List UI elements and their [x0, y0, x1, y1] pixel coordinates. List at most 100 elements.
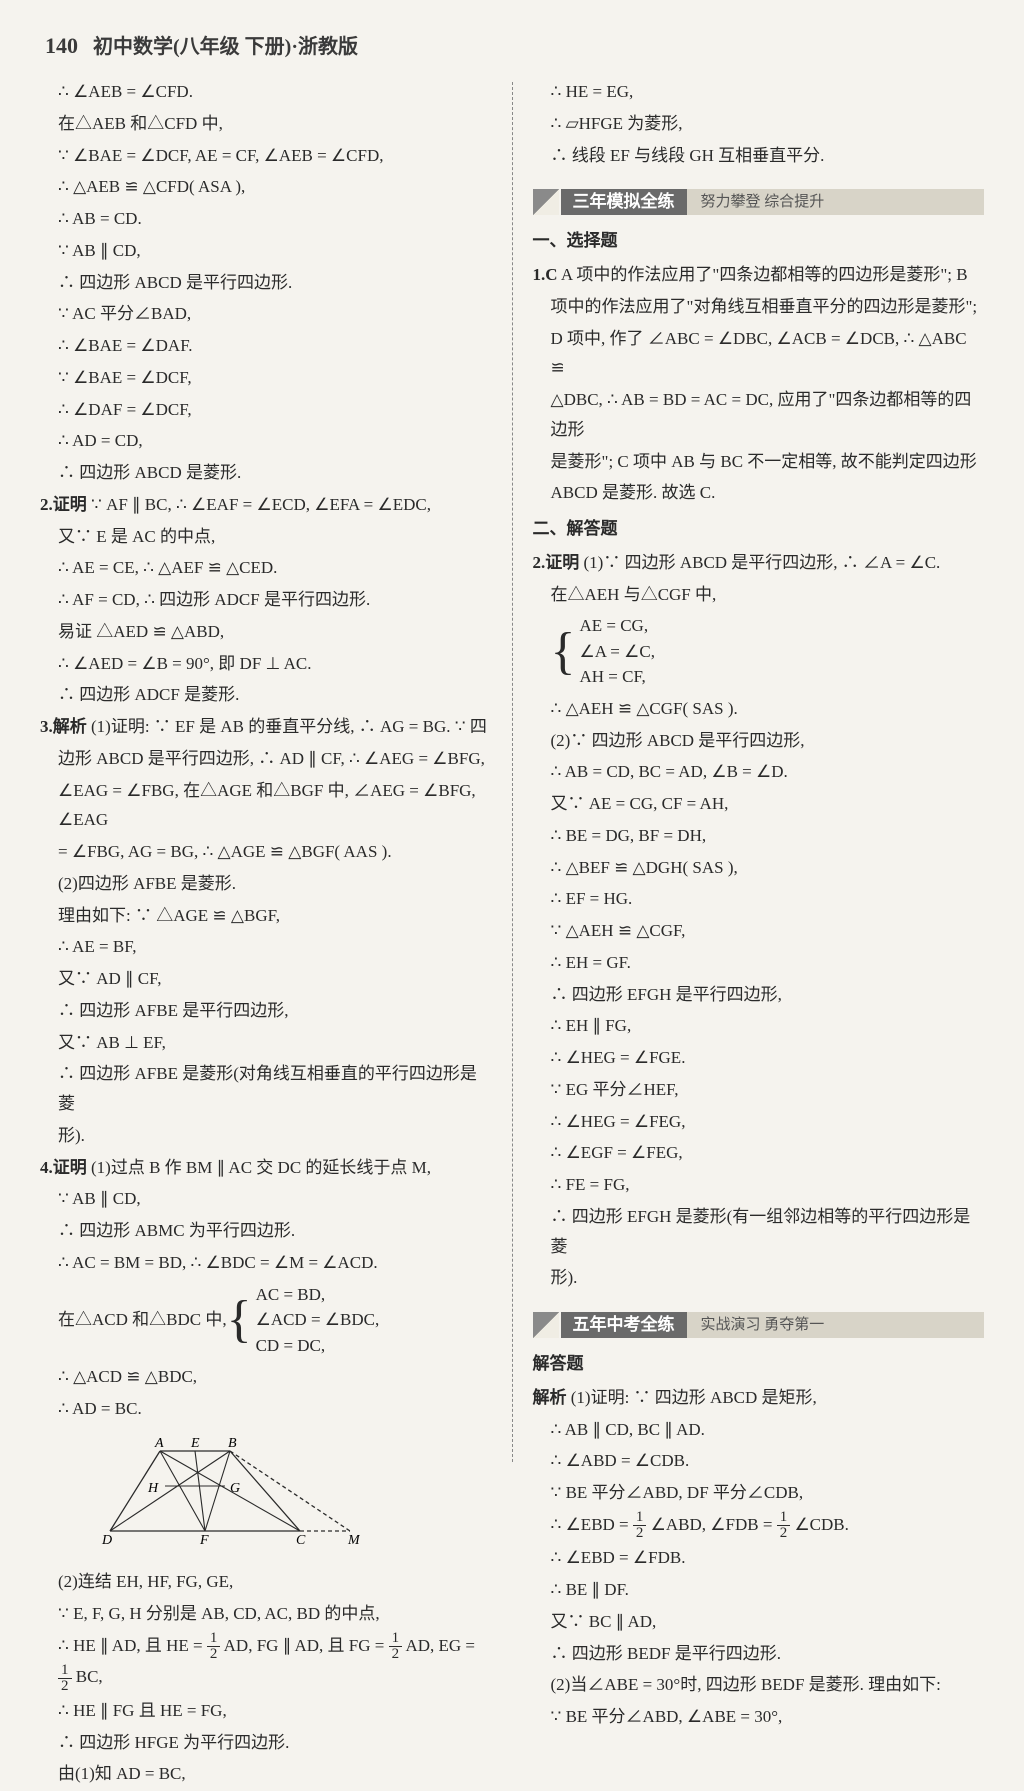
geometry-figure: A E B H G D F C M — [100, 1436, 492, 1556]
text: ∴ △BEF ≌ △DGH( SAS ), — [533, 853, 985, 883]
text: AE = CG, — [579, 613, 655, 639]
subheading: 二、解答题 — [533, 514, 985, 544]
text: ∵ EG 平分∠HEF, — [533, 1075, 985, 1105]
text: ∵ △AEH ≌ △CGF, — [533, 916, 985, 946]
text: 形). — [533, 1263, 985, 1293]
text: 解析 (1)证明: ∵ 四边形 ABCD 是矩形, — [533, 1383, 985, 1413]
text: △DBC, ∴ AB = BD = AC = DC, 应用了"四条边都相等的四边… — [533, 385, 985, 445]
text: ∴ 线段 EF 与线段 GH 互相垂直平分. — [533, 141, 985, 171]
text: (2)连结 EH, HF, FG, GE, — [40, 1567, 492, 1597]
text: 在△AEB 和△CFD 中, — [40, 109, 492, 139]
svg-text:M: M — [347, 1533, 360, 1546]
text: ∴ AB = CD. — [40, 204, 492, 234]
text: ∵ ∠BAE = ∠DCF, — [40, 363, 492, 393]
text: ∵ AB ∥ CD, — [40, 236, 492, 266]
text: (2)当∠ABE = 30°时, 四边形 BEDF 是菱形. 理由如下: — [533, 1670, 985, 1700]
text: ∴ BE ∥ DF. — [533, 1575, 985, 1605]
text: ∴ AD = BC. — [40, 1394, 492, 1424]
text: AH = CF, — [579, 664, 655, 690]
svg-text:G: G — [230, 1481, 240, 1496]
text: ∴ ∠AEB = ∠CFD. — [40, 77, 492, 107]
text: ∵ BE 平分∠ABD, DF 平分∠CDB, — [533, 1478, 985, 1508]
svg-text:B: B — [228, 1436, 237, 1451]
section-title: 五年中考全练 — [561, 1312, 687, 1338]
flag-icon — [533, 1312, 559, 1338]
page-number: 140 — [45, 33, 78, 58]
text: ∴ HE = EG, — [533, 77, 985, 107]
text: CD = DC, — [256, 1333, 380, 1359]
section-header-2: 五年中考全练 实战演习 勇夺第一 — [533, 1311, 985, 1339]
text: ∴ 四边形 AFBE 是菱形(对角线互相垂直的平行四边形是菱 — [40, 1059, 492, 1119]
text: (2)∵ 四边形 ABCD 是平行四边形, — [533, 726, 985, 756]
text: D 项中, 作了 ∠ABC = ∠DBC, ∠ACB = ∠DCB, ∴ △AB… — [533, 324, 985, 384]
text: ∴ FE = FG, — [533, 1170, 985, 1200]
text: ∴ △ACD ≌ △BDC, — [40, 1362, 492, 1392]
text: ∴ EF = HG. — [533, 884, 985, 914]
text: ∴ ∠BAE = ∠DAF. — [40, 331, 492, 361]
text: 又∵ E 是 AC 的中点, — [40, 522, 492, 552]
fraction-line: ∴ HE ∥ AD, 且 HE = 12 AD, FG ∥ AD, 且 FG =… — [40, 1631, 492, 1694]
right-column: ∴ HE = EG, ∴ ▱HFGE 为菱形, ∴ 线段 EF 与线段 GH 互… — [533, 77, 985, 1791]
text: 又∵ AE = CG, CF = AH, — [533, 789, 985, 819]
text: ∴ ∠HEG = ∠FEG, — [533, 1107, 985, 1137]
svg-text:E: E — [190, 1436, 200, 1451]
text: 项中的作法应用了"对角线互相垂直平分的四边形是菱形"; — [533, 292, 985, 322]
text: ∴ 四边形 EFGH 是菱形(有一组邻边相等的平行四边形是菱 — [533, 1202, 985, 1262]
text: 又∵ AD ∥ CF, — [40, 964, 492, 994]
text: 是菱形"; C 项中 AB 与 BC 不一定相等, 故不能判定四边形 — [533, 447, 985, 477]
text: ∵ AB ∥ CD, — [40, 1184, 492, 1214]
text: 形). — [40, 1121, 492, 1151]
text: ∠ACD = ∠BDC, — [256, 1307, 380, 1333]
text: ∵ ∠BAE = ∠DCF, AE = CF, ∠AEB = ∠CFD, — [40, 141, 492, 171]
svg-text:D: D — [101, 1533, 112, 1546]
text: ∴ 四边形 EFGH 是平行四边形, — [533, 980, 985, 1010]
section-subtitle: 实战演习 勇夺第一 — [687, 1312, 985, 1338]
text: ∴ EH = GF. — [533, 948, 985, 978]
text: ∴ 四边形 ABCD 是菱形. — [40, 458, 492, 488]
left-column: ∴ ∠AEB = ∠CFD. 在△AEB 和△CFD 中, ∵ ∠BAE = ∠… — [40, 77, 492, 1791]
text: 1.C A 项中的作法应用了"四条边都相等的四边形是菱形"; B — [533, 260, 985, 290]
text: 由(1)知 AD = BC, — [40, 1759, 492, 1789]
text: ∴ HE ∥ FG 且 HE = FG, — [40, 1696, 492, 1726]
text: 边形 ABCD 是平行四边形, ∴ AD ∥ CF, ∴ ∠AEG = ∠BFG… — [40, 744, 492, 774]
text: ∴ AB ∥ CD, BC ∥ AD. — [533, 1415, 985, 1445]
text: ∠A = ∠C, — [579, 639, 655, 665]
text: ∵ E, F, G, H 分别是 AB, CD, AC, BD 的中点, — [40, 1599, 492, 1629]
text: ∵ AC 平分∠BAD, — [40, 299, 492, 329]
text: ∴ EH ∥ FG, — [533, 1011, 985, 1041]
text: 4.证明 (1)过点 B 作 BM ∥ AC 交 DC 的延长线于点 M, — [40, 1153, 492, 1183]
text: (2)四边形 AFBE 是菱形. — [40, 869, 492, 899]
text: 在△ACD 和△BDC 中, — [58, 1305, 227, 1335]
brace-group: 在△ACD 和△BDC 中, { AC = BD, ∠ACD = ∠BDC, C… — [40, 1282, 492, 1359]
svg-text:A: A — [154, 1436, 164, 1451]
text: 又∵ AB ⊥ EF, — [40, 1028, 492, 1058]
text: ∴ ∠DAF = ∠DCF, — [40, 395, 492, 425]
text: ∴ ∠AED = ∠B = 90°, 即 DF ⊥ AC. — [40, 649, 492, 679]
text: 理由如下: ∵ △AGE ≌ △BGF, — [40, 901, 492, 931]
text: ∴ AD = CD, — [40, 426, 492, 456]
column-divider — [512, 82, 513, 1462]
section-title: 三年模拟全练 — [561, 189, 687, 215]
brace-group: { AE = CG, ∠A = ∠C, AH = CF, — [533, 613, 985, 690]
text: ∴ ∠EGF = ∠FEG, — [533, 1138, 985, 1168]
text: ∴ ▱HFGE 为菱形, — [533, 109, 985, 139]
book-title: 初中数学(八年级 下册)·浙教版 — [93, 36, 358, 58]
text: 在△AEH 与△CGF 中, — [533, 580, 985, 610]
text: ∠EAG = ∠FBG, 在△AGE 和△BGF 中, ∠AEG = ∠BFG,… — [40, 776, 492, 836]
text: ∴ 四边形 ABCD 是平行四边形. — [40, 268, 492, 298]
text: 又∵ BC ∥ AD, — [533, 1607, 985, 1637]
svg-text:C: C — [296, 1533, 306, 1546]
text: 3.解析 (1)证明: ∵ EF 是 AB 的垂直平分线, ∴ AG = BG.… — [40, 712, 492, 742]
text: ∴ BE = DG, BF = DH, — [533, 821, 985, 851]
text: = ∠FBG, AG = BG, ∴ △AGE ≌ △BGF( AAS ). — [40, 837, 492, 867]
text: ∴ 四边形 ADCF 是菱形. — [40, 680, 492, 710]
flag-icon — [533, 189, 559, 215]
section-header-1: 三年模拟全练 努力攀登 综合提升 — [533, 188, 985, 216]
text: ∴ 四边形 AFBE 是平行四边形, — [40, 996, 492, 1026]
text: ABCD 是菱形. 故选 C. — [533, 478, 985, 508]
text: 易证 △AED ≌ △ABD, — [40, 617, 492, 647]
text: ∴ ∠EBD = ∠FDB. — [533, 1543, 985, 1573]
text: ∴ AF = CD, ∴ 四边形 ADCF 是平行四边形. — [40, 585, 492, 615]
svg-text:F: F — [199, 1533, 209, 1546]
svg-text:H: H — [147, 1481, 159, 1496]
